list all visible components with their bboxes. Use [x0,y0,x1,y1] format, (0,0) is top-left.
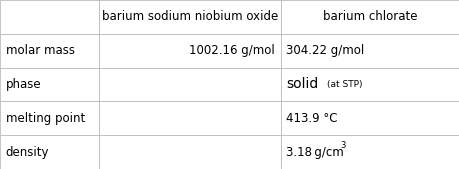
Bar [0,135,99,169]
Text: 1002.16 g/mol: 1002.16 g/mol [189,44,274,57]
Bar [280,135,459,169]
Text: solid: solid [285,78,318,91]
Bar [99,101,280,135]
Bar [280,34,459,68]
Bar [280,0,459,34]
Text: density: density [6,146,49,159]
Text: phase: phase [6,78,41,91]
Text: molar mass: molar mass [6,44,74,57]
Bar [99,68,280,101]
Bar [280,101,459,135]
Bar [0,0,99,34]
Text: (at STP): (at STP) [326,80,361,89]
Bar [280,68,459,101]
Bar [0,34,99,68]
Text: 3.18 g/cm: 3.18 g/cm [285,146,343,159]
Bar [99,135,280,169]
Text: barium chlorate: barium chlorate [322,10,417,23]
Text: 413.9 °C: 413.9 °C [285,112,337,125]
Bar [0,101,99,135]
Bar [0,68,99,101]
Text: 3: 3 [340,141,345,150]
Bar [99,0,280,34]
Text: melting point: melting point [6,112,84,125]
Bar [99,34,280,68]
Text: barium sodium niobium oxide: barium sodium niobium oxide [101,10,277,23]
Text: 304.22 g/mol: 304.22 g/mol [285,44,364,57]
